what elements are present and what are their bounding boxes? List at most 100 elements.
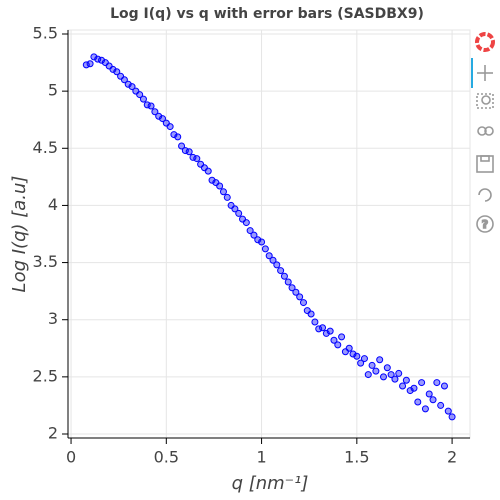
point	[242, 219, 250, 227]
point	[86, 60, 94, 68]
point	[372, 367, 380, 375]
toolbar: ?	[471, 32, 495, 233]
point	[261, 245, 269, 253]
point	[444, 407, 452, 415]
point	[319, 324, 327, 332]
point	[193, 155, 201, 163]
save-tool[interactable]	[476, 155, 494, 173]
x-tick-label: 1	[256, 448, 266, 467]
pan-tool[interactable]	[477, 65, 493, 81]
point	[124, 80, 132, 88]
point	[189, 153, 197, 161]
point	[94, 55, 102, 63]
y-tick-label: 3	[48, 309, 58, 328]
point	[151, 108, 159, 116]
point	[433, 379, 441, 387]
x-tick-label: 1.5	[344, 448, 369, 467]
point	[273, 261, 281, 269]
point	[208, 176, 216, 184]
point	[322, 329, 330, 337]
point	[368, 361, 376, 369]
point	[181, 147, 189, 155]
point	[158, 115, 166, 123]
point	[216, 182, 224, 190]
point	[414, 398, 422, 406]
point	[98, 56, 106, 64]
point	[440, 382, 448, 390]
y-axis-label: Log I(q) [a.u]	[9, 176, 30, 293]
point	[326, 327, 334, 335]
point	[357, 359, 365, 367]
point	[448, 413, 456, 421]
point	[292, 288, 300, 296]
point	[174, 133, 182, 141]
svg-text:?: ?	[482, 218, 488, 231]
point	[345, 344, 353, 352]
point	[410, 384, 418, 392]
point	[376, 356, 384, 364]
point	[288, 284, 296, 292]
point	[204, 167, 212, 175]
point	[109, 65, 117, 73]
point	[421, 405, 429, 413]
y-tick-label: 2	[48, 424, 58, 443]
point	[219, 188, 227, 196]
y-tick-label: 5.5	[33, 24, 58, 43]
point	[429, 396, 437, 404]
point	[391, 375, 399, 383]
point	[425, 390, 433, 398]
point	[82, 61, 90, 69]
point	[418, 379, 426, 387]
point	[330, 336, 338, 344]
y-tick-label: 3.5	[33, 252, 58, 271]
point	[223, 193, 231, 201]
point	[147, 102, 155, 110]
point	[395, 369, 403, 377]
y-tick-label: 2.5	[33, 366, 58, 385]
point	[284, 278, 292, 286]
point	[387, 371, 395, 379]
x-tick-label: 2	[447, 448, 457, 467]
point	[143, 101, 151, 109]
point	[315, 325, 323, 333]
point	[307, 310, 315, 318]
point	[280, 272, 288, 280]
point	[155, 112, 163, 120]
point	[334, 341, 342, 349]
point	[258, 238, 266, 246]
point	[349, 350, 357, 358]
help-tool[interactable]: ?	[476, 215, 494, 233]
y-tick-label: 4.5	[33, 138, 58, 157]
point	[250, 231, 258, 239]
point	[299, 299, 307, 307]
point	[136, 91, 144, 99]
point	[170, 131, 178, 139]
reset-tool[interactable]	[478, 188, 492, 202]
bokeh-logo[interactable]	[475, 32, 495, 52]
box-zoom-tool[interactable]	[476, 93, 494, 109]
point	[437, 401, 445, 409]
point	[380, 373, 388, 381]
x-tick-label: 0	[66, 448, 76, 467]
point	[364, 371, 372, 379]
point	[353, 352, 361, 360]
point	[128, 83, 136, 91]
point	[231, 205, 239, 213]
point	[185, 148, 193, 156]
point	[139, 95, 147, 103]
wheel-zoom-tool[interactable]	[477, 126, 494, 136]
point	[399, 382, 407, 390]
point	[383, 364, 391, 372]
x-tick-label: 0.5	[154, 448, 179, 467]
point	[113, 68, 121, 76]
point	[406, 387, 414, 395]
chart-title: Log I(q) vs q with error bars (SASDBX9)	[110, 6, 424, 22]
point	[90, 53, 98, 61]
point	[166, 123, 174, 131]
point	[277, 267, 285, 275]
point	[338, 333, 346, 341]
point	[120, 76, 128, 84]
point	[235, 209, 243, 217]
point	[246, 227, 254, 235]
